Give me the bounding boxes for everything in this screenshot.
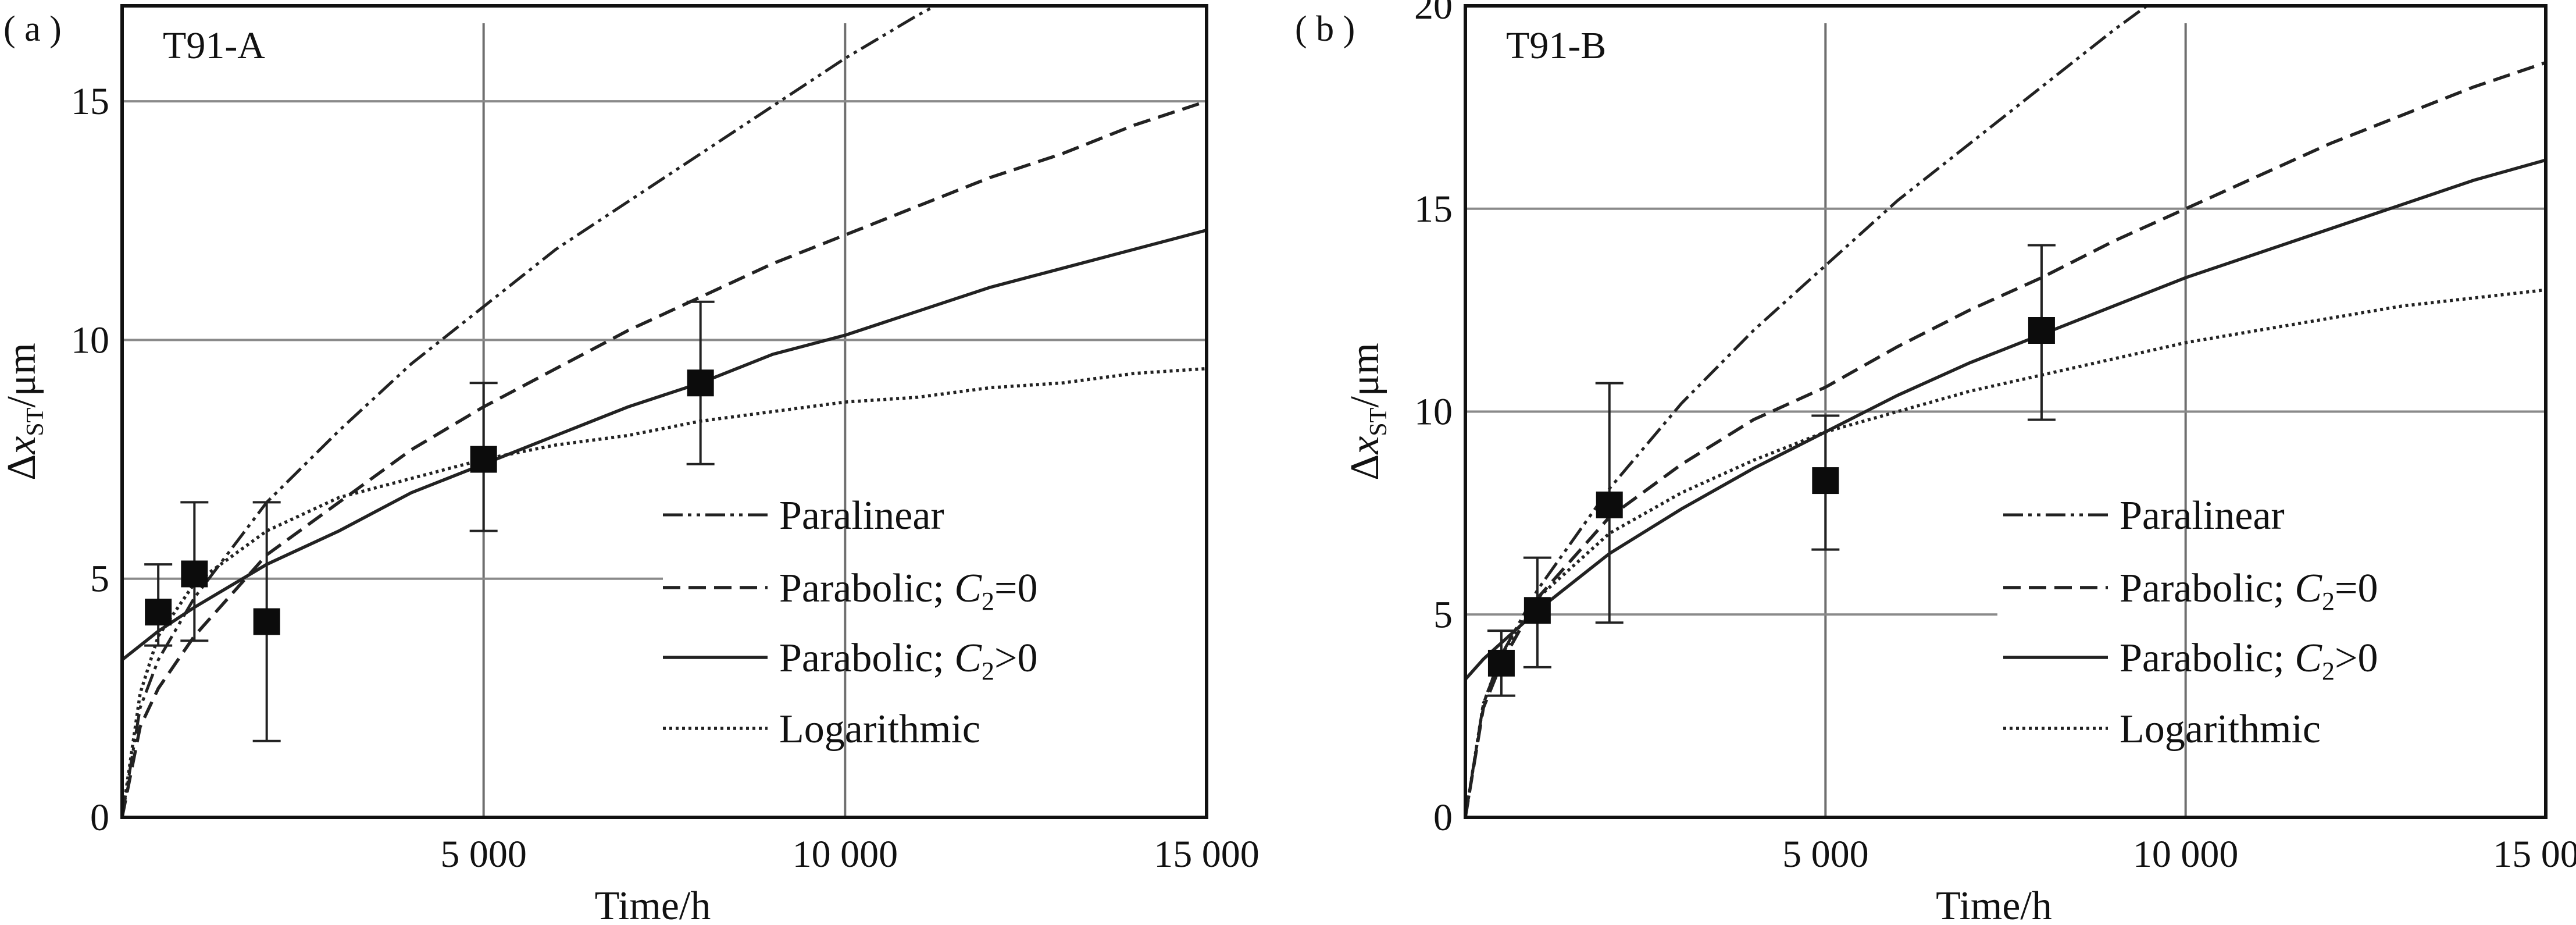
panel-b-x-tick-label: 10 000 xyxy=(2133,833,2239,876)
panel-b-legend-label: Parabolic; C2>0 xyxy=(2120,636,2378,685)
panel-a-data-point-1 xyxy=(144,563,173,647)
panel-a-plot-frame xyxy=(120,4,1208,819)
panel-b-series-logarithmic xyxy=(1465,288,2546,817)
panel-a-chart: 0 5 10 15 5 000 10 000 15 000 Time/h ΔxST/μm ( a … xyxy=(0,4,1260,925)
panel-b-square-marker xyxy=(1524,597,1551,624)
panel-a-label: ( a ) xyxy=(3,9,62,49)
panel-b-data-point-5 xyxy=(2027,244,2056,421)
panel-a-x-axis-title: Time/h xyxy=(595,884,711,925)
panel-a-square-marker xyxy=(181,560,208,588)
panel-a-series-parabolic-c2-0 xyxy=(122,99,1207,817)
panel-b-data-point-2 xyxy=(1523,556,1551,668)
panel-a-y-tick-label: 5 xyxy=(90,558,109,600)
panel-b-y-tick-label: 15 xyxy=(1414,188,1453,230)
panel-a-legend-label: Parabolic; C2>0 xyxy=(779,636,1037,685)
panel-b-title: T91-B xyxy=(1506,24,1606,67)
panel-b-square-marker xyxy=(1596,491,1623,518)
panel-a-y-tick-label: 10 xyxy=(71,319,109,361)
panel-a-y-tick-label: 15 xyxy=(71,80,109,123)
panel-a-y-axis-title: ΔxST/μm xyxy=(0,343,49,481)
panel-b-y-tick-label: 20 xyxy=(1414,0,1453,27)
panel-a-x-tick-label: 5 000 xyxy=(440,833,527,876)
panel-a-x-tick-label: 15 000 xyxy=(1154,833,1260,876)
panel-a-data-point-5 xyxy=(686,300,715,465)
panel-b-data-point-1 xyxy=(1487,629,1515,697)
panel-a-x-tick-label: 10 000 xyxy=(793,833,898,876)
panel-b-x-tick-label: 15 000 xyxy=(2493,833,2576,876)
panel-a-square-marker xyxy=(470,446,497,473)
panel-a-curves xyxy=(122,6,1207,817)
panel-a-series-logarithmic xyxy=(122,367,1207,817)
panel-a-y-tick-label: 0 xyxy=(90,796,109,839)
panel-a-title: T91-A xyxy=(163,24,265,67)
panel-b-square-marker xyxy=(1812,467,1839,494)
panel-b-legend-label: Logarithmic xyxy=(2120,707,2321,752)
panel-b-series-parabolic-c2-0 xyxy=(1465,61,2546,817)
panel-b-legend-label: Paralinear xyxy=(2120,493,2285,538)
panel-a-square-marker xyxy=(687,369,714,397)
panel-b-series-paralinear xyxy=(1465,6,2150,817)
panel-b-y-tick-label: 10 xyxy=(1414,391,1453,433)
panel-b-curves xyxy=(1465,6,2546,817)
panel-a-legend: Paralinear Parabolic; C2=0 Parabolic; C2>0… xyxy=(663,493,1037,752)
panel-b-chart: 0 5 10 15 20 5 000 10 000 15 000 Time/h ΔxST/μm ( … xyxy=(1295,0,2576,925)
panel-a-square-marker xyxy=(253,608,280,635)
panel-a-series-paralinear xyxy=(122,6,939,817)
panel-b-data-point-3 xyxy=(1595,382,1624,624)
panel-a-data-point-2 xyxy=(180,501,209,642)
panel-a-legend-label: Paralinear xyxy=(779,493,944,538)
panel-a-data-point-4 xyxy=(469,382,498,532)
panel-a-series-parabolic-c2-0 xyxy=(122,229,1207,661)
panel-b-y-tick-label: 5 xyxy=(1433,593,1453,636)
panel-b-square-marker xyxy=(1487,649,1515,677)
panel-a-legend-label: Logarithmic xyxy=(779,707,980,752)
panel-b-legend-label: Parabolic; C2=0 xyxy=(2120,566,2378,616)
panel-a-square-marker xyxy=(145,599,172,626)
panel-b-y-tick-label: 0 xyxy=(1433,796,1453,839)
panel-b-series-parabolic-c2-0 xyxy=(1465,158,2546,681)
panel-b-plot-frame xyxy=(1464,4,2548,819)
panel-a-legend-label: Parabolic; C2=0 xyxy=(779,566,1037,616)
panel-b-data-point-4 xyxy=(1811,414,1840,551)
panel-b-y-axis-title: ΔxST/μm xyxy=(1343,343,1392,481)
panel-b-label: ( b ) xyxy=(1295,9,1355,49)
panel-b-x-tick-label: 5 000 xyxy=(1782,833,1869,876)
panel-a-data-point-3 xyxy=(252,501,281,742)
panel-b-legend: Paralinear Parabolic; C2=0 Parabolic; C2>0… xyxy=(2003,493,2378,752)
panel-b-x-axis-title: Time/h xyxy=(1936,884,2052,925)
panel-b-square-marker xyxy=(2028,317,2055,344)
